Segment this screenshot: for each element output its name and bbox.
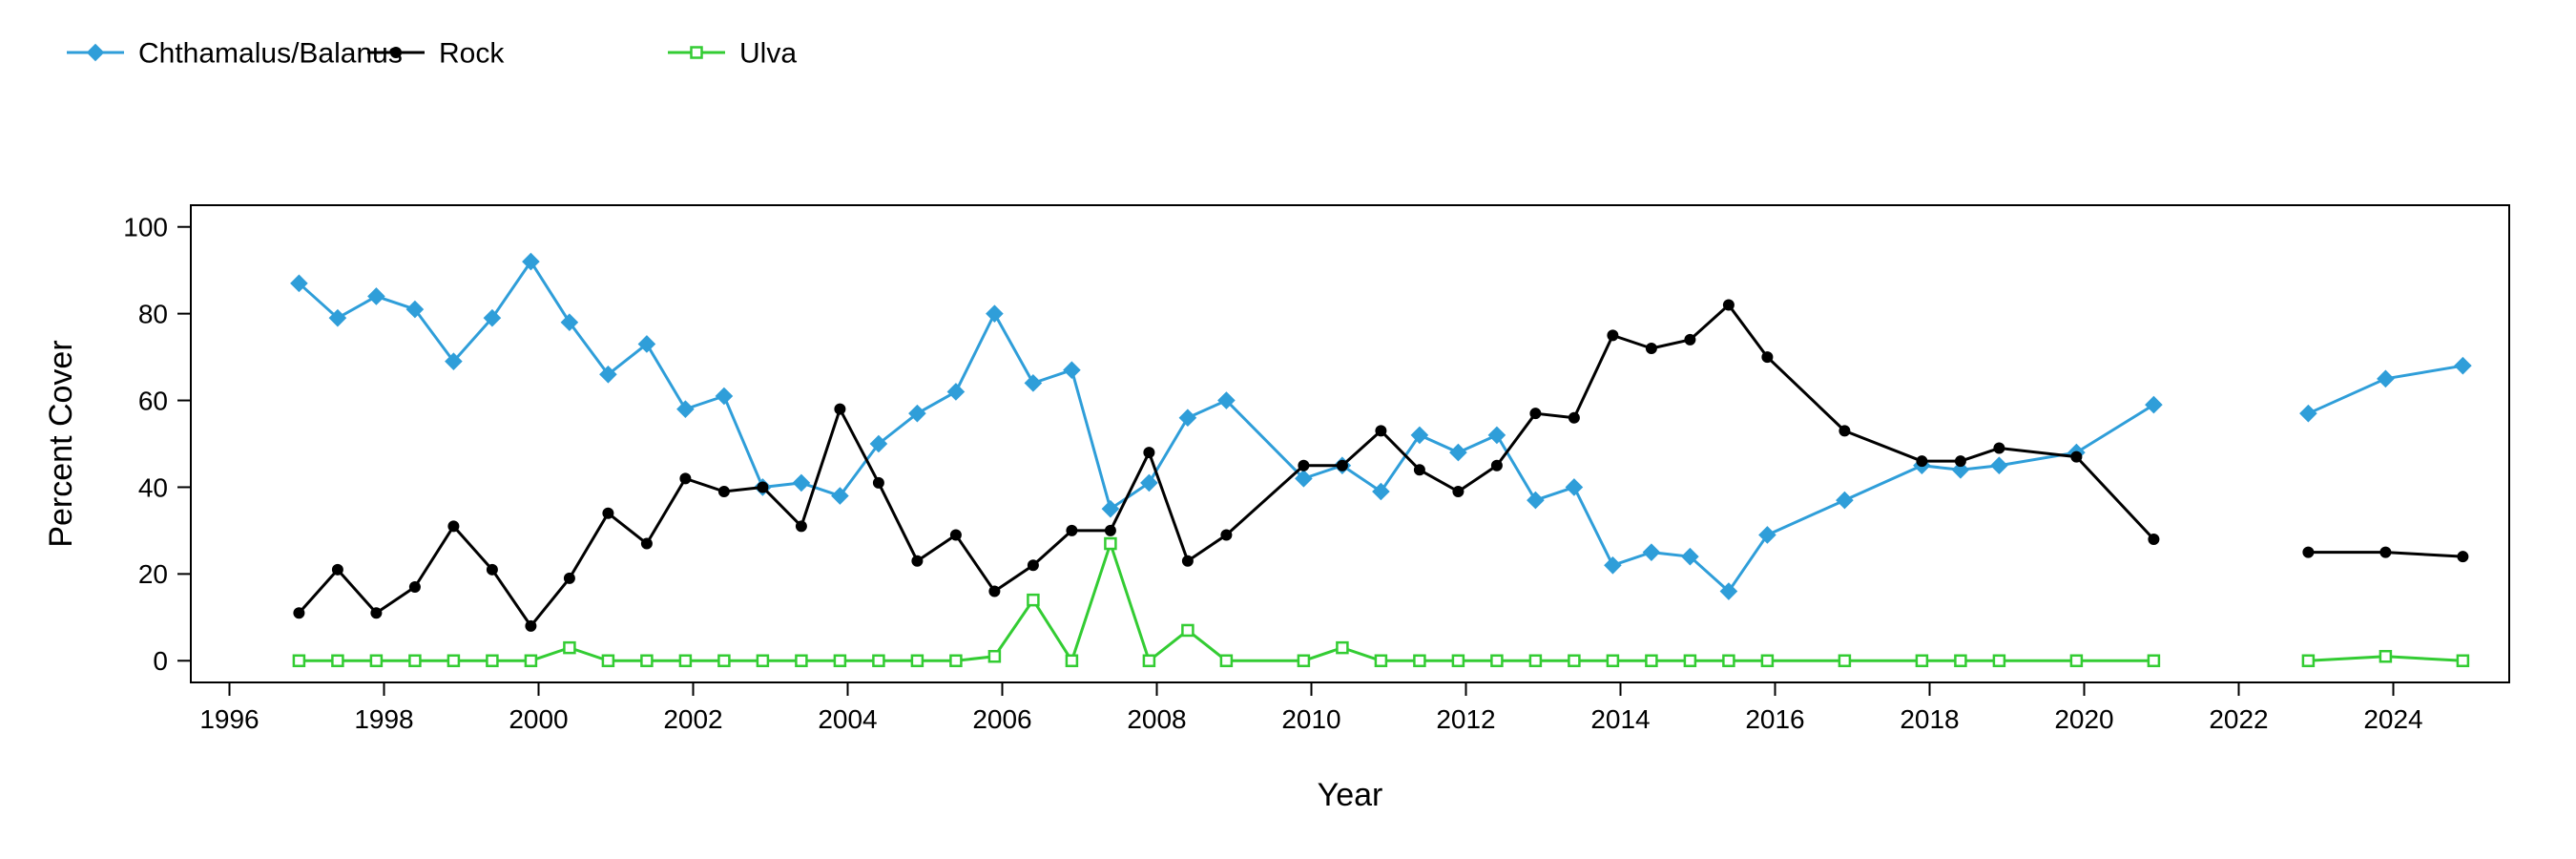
y-tick-label: 20: [138, 559, 168, 589]
x-axis-label: Year: [1318, 777, 1383, 813]
y-tick-label: 0: [153, 646, 168, 676]
x-tick-label: 2004: [818, 704, 877, 734]
y-tick-label: 60: [138, 386, 168, 415]
x-tick-label: 2002: [663, 704, 722, 734]
chart-container: 1996 1998 2000 2002 2004 2006 2008 2010 2012 2014…: [0, 0, 2576, 859]
x-tick-label: 2008: [1127, 704, 1186, 734]
y-tick-label: 40: [138, 472, 168, 502]
x-tick-label: 1998: [354, 704, 413, 734]
x-tick-label: 2018: [1900, 704, 1959, 734]
x-tick-label: 2000: [509, 704, 568, 734]
y-tick-label: 80: [138, 299, 168, 328]
y-tick-label: 100: [123, 213, 168, 242]
line-chart: 1996 1998 2000 2002 2004 2006 2008 2010 2012 2014…: [0, 0, 2576, 859]
y-axis-label: Percent Cover: [43, 340, 79, 547]
x-tick-label: 2024: [2363, 704, 2422, 734]
legend-label-ulva: Ulva: [739, 38, 797, 70]
x-tick-label: 2010: [1281, 704, 1340, 734]
x-tick-label: 2022: [2209, 704, 2268, 734]
x-tick-label: 2006: [972, 704, 1031, 734]
x-tick-label: 2020: [2054, 704, 2113, 734]
legend-label-rock: Rock: [439, 38, 505, 70]
legend-label-chthamalus_balanus: Chthamalus/Balanus: [138, 38, 403, 70]
x-tick-label: 2016: [1745, 704, 1804, 734]
x-tick-label: 1996: [199, 704, 259, 734]
x-tick-label: 2014: [1590, 704, 1650, 734]
x-tick-label: 2012: [1436, 704, 1495, 734]
